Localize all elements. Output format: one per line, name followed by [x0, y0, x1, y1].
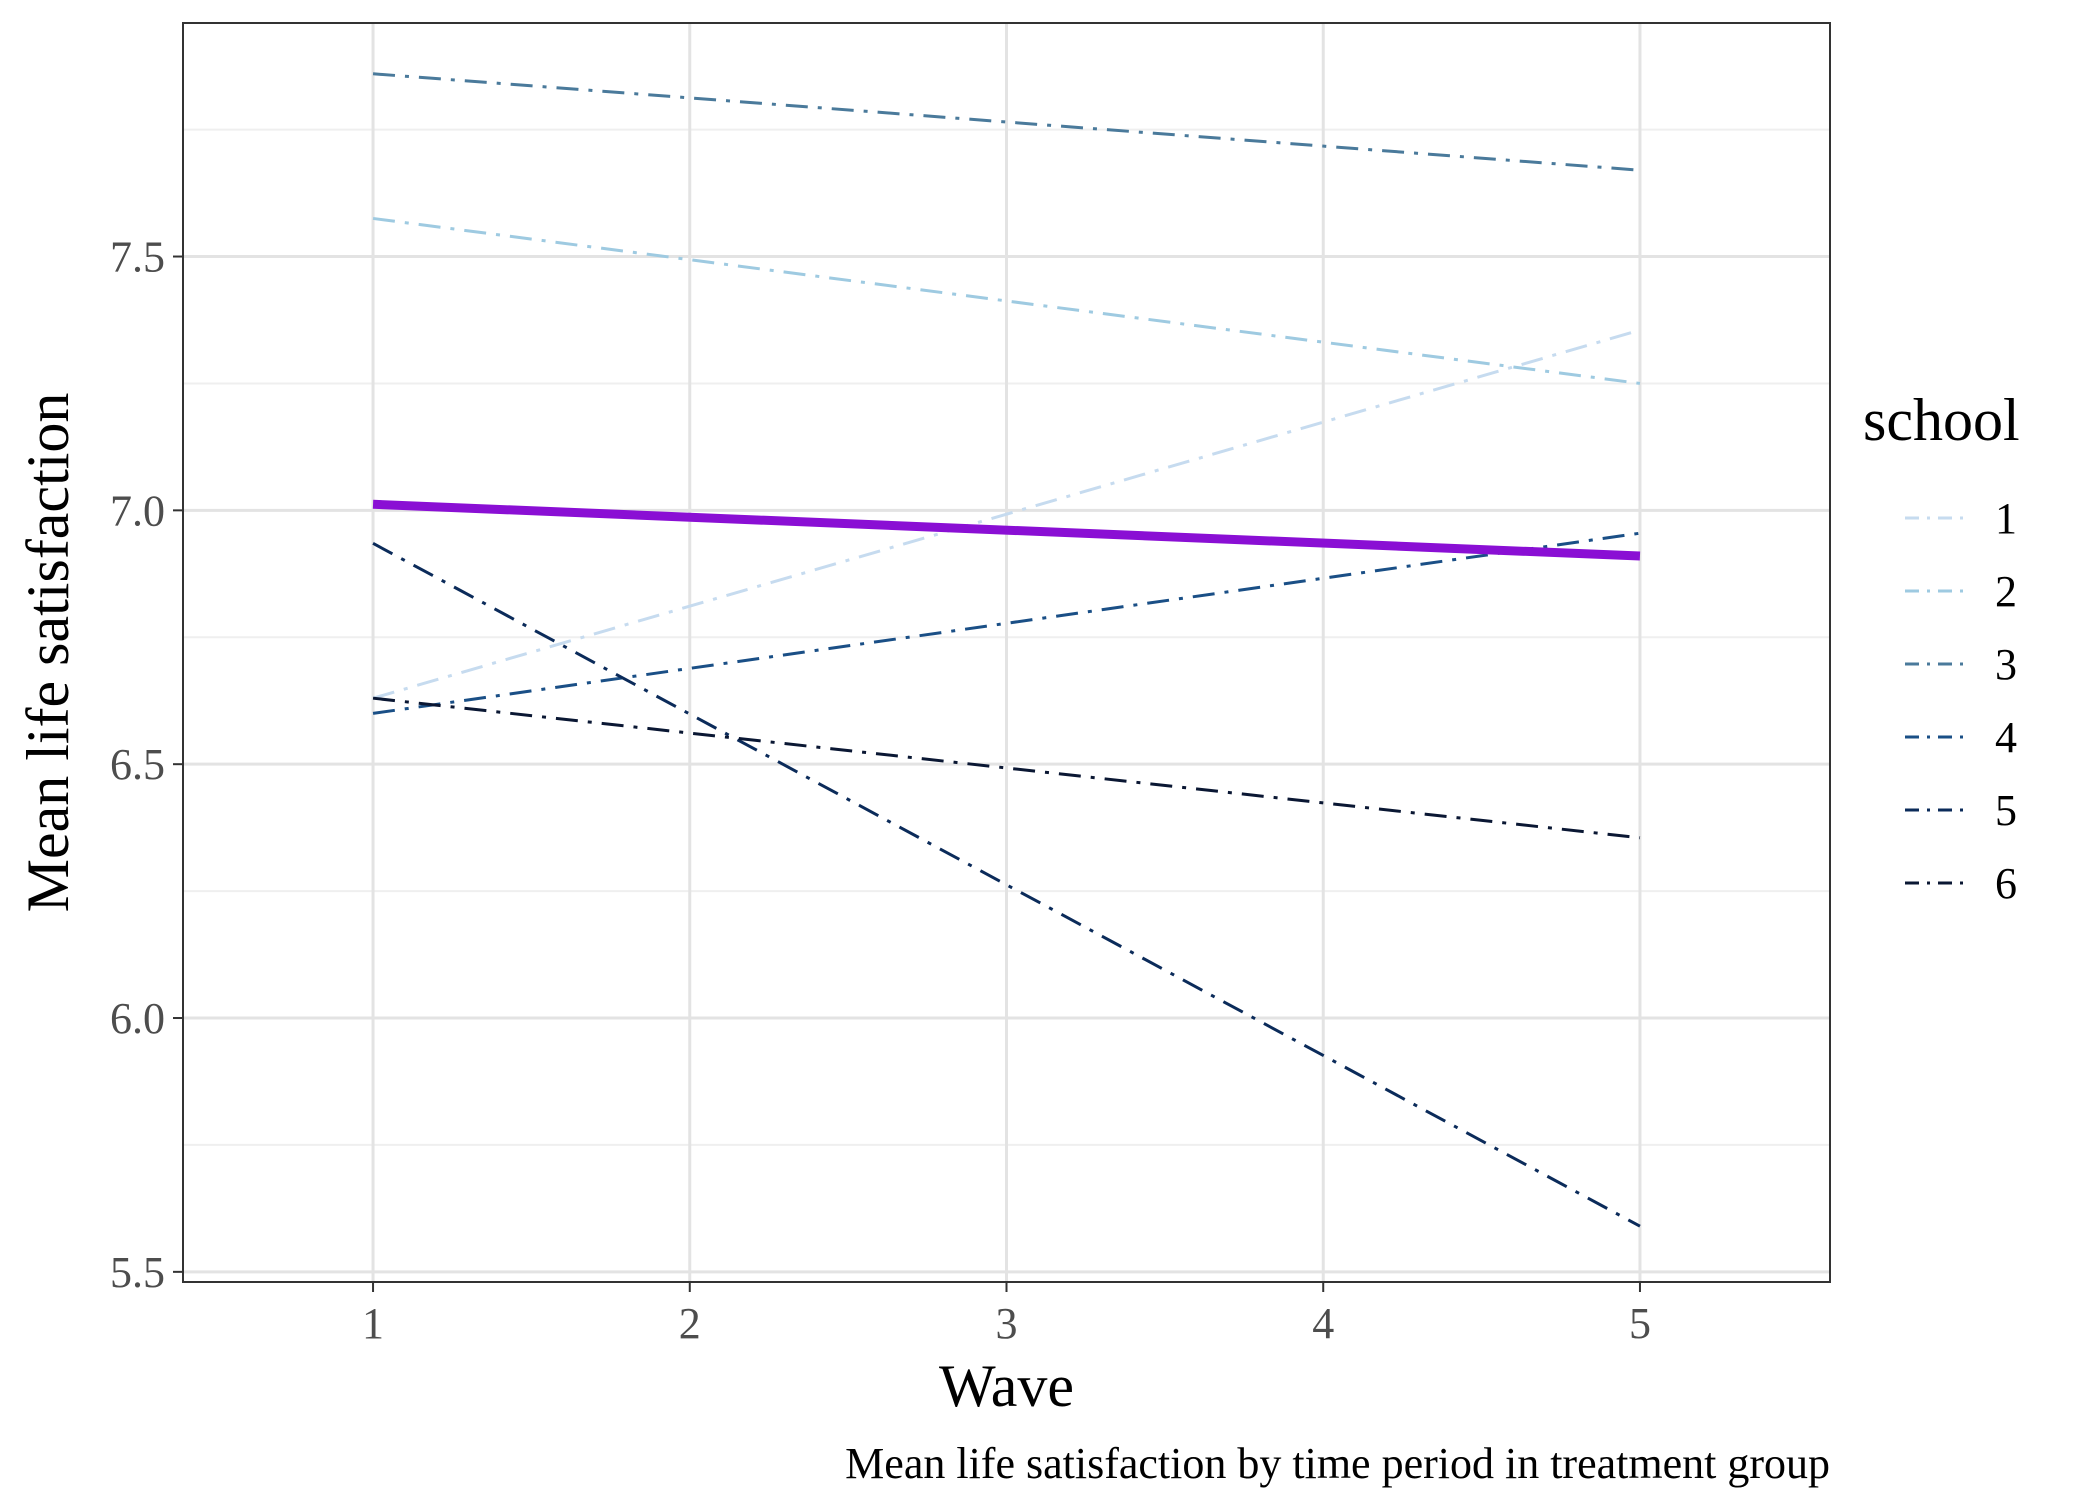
y-tick-label: 6.0 — [110, 994, 165, 1043]
y-tick-label: 7.5 — [110, 233, 165, 282]
axis-ticks: 5.5 6.0 6.5 7.0 7.5 1 2 3 4 5 — [110, 233, 1651, 1348]
x-tick-label: 2 — [679, 1299, 701, 1348]
legend-label-school-6: 6 — [1995, 859, 2017, 908]
y-tick-label: 6.5 — [110, 740, 165, 789]
series-line-school-5 — [372, 542, 1641, 1228]
grid — [183, 23, 1830, 1282]
series-lines — [372, 72, 1641, 1228]
legend-label-school-4: 4 — [1995, 713, 2017, 762]
x-tick-label: 4 — [1312, 1299, 1334, 1348]
x-tick-label: 5 — [1629, 1299, 1651, 1348]
caption: Mean life satisfaction by time period in… — [845, 1439, 1830, 1488]
legend-label-school-3: 3 — [1995, 640, 2017, 689]
legend-label-school-5: 5 — [1995, 786, 2017, 835]
y-tick-label: 7.0 — [110, 486, 165, 535]
y-tick-label: 5.5 — [110, 1248, 165, 1297]
series-line-school-2 — [372, 216, 1641, 385]
x-tick-label: 3 — [996, 1299, 1018, 1348]
legend-title: school — [1863, 387, 2020, 453]
series-line-school-6 — [372, 696, 1641, 840]
legend: school 1 2 3 4 5 6 — [1863, 387, 2020, 908]
legend-label-school-1: 1 — [1995, 494, 2017, 543]
x-tick-label: 1 — [362, 1299, 384, 1348]
series-line-school-4 — [372, 531, 1641, 715]
x-axis-title: Wave — [939, 1353, 1074, 1419]
legend-label-school-2: 2 — [1995, 567, 2017, 616]
series-line-school-1 — [372, 328, 1641, 700]
series-line-school-3 — [372, 72, 1641, 172]
y-axis-title: Mean life satisfaction — [15, 393, 81, 913]
overall-mean-line — [372, 499, 1641, 561]
